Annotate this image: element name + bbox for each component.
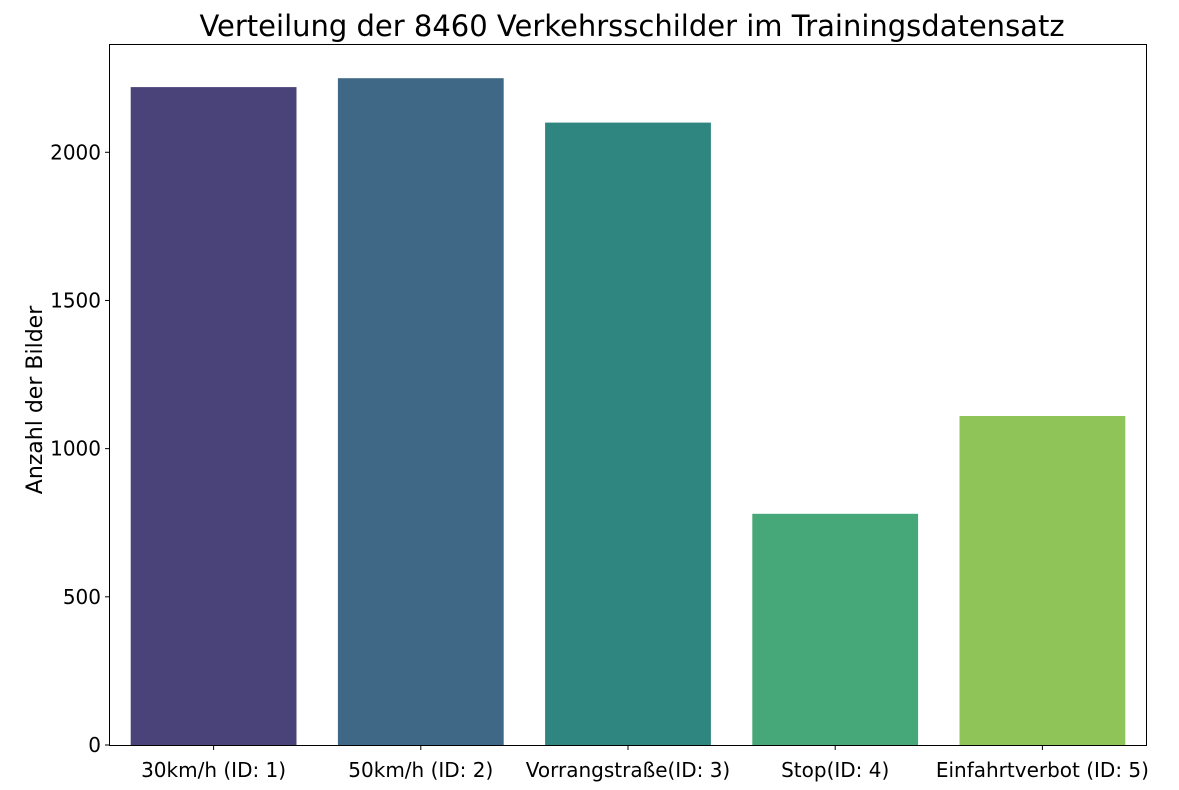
bars-layer bbox=[130, 78, 1126, 746]
x-tick-label: 50km/h (ID: 2) bbox=[348, 758, 493, 782]
y-tick-label: 2000 bbox=[50, 140, 101, 164]
y-axis: 0 500 1000 1500 2000 bbox=[50, 140, 110, 757]
x-axis: 30km/h (ID: 1) 50km/h (ID: 2) Vorrangstraß… bbox=[141, 745, 1149, 782]
y-tick-label: 1000 bbox=[50, 437, 101, 461]
bar-3 bbox=[545, 122, 711, 746]
x-tick-label: Einfahrtverbot (ID: 5) bbox=[936, 758, 1149, 782]
bar-4 bbox=[752, 513, 919, 745]
chart-title: Verteilung der 8460 Verkehrsschilder im … bbox=[199, 9, 1064, 43]
y-tick-label: 0 bbox=[88, 733, 101, 757]
x-tick-label: Vorrangstraße(ID: 3) bbox=[526, 758, 730, 782]
bar-5 bbox=[959, 416, 1126, 745]
plot-frame bbox=[109, 44, 1147, 746]
y-tick-label: 1500 bbox=[50, 288, 101, 312]
y-tick-label: 500 bbox=[63, 585, 101, 609]
bar-2 bbox=[337, 78, 504, 745]
y-axis-label: Anzahl der Bilder bbox=[23, 305, 48, 494]
x-tick-label: Stop(ID: 4) bbox=[781, 758, 889, 782]
bar-1 bbox=[130, 87, 297, 746]
x-tick-label: 30km/h (ID: 1) bbox=[141, 758, 286, 782]
